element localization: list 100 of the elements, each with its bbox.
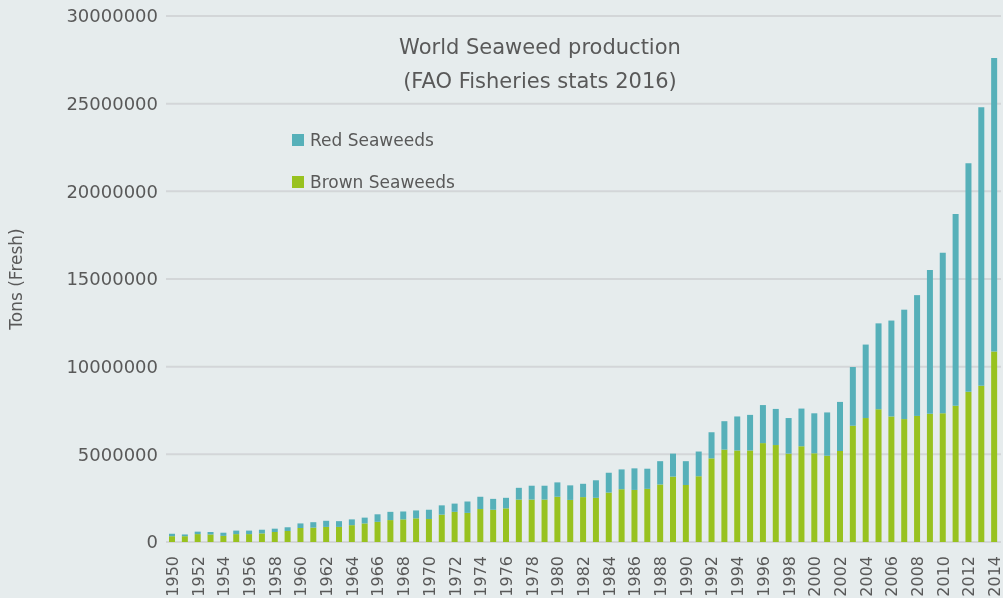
y-tick-label: 30000000: [66, 5, 158, 27]
bar: [310, 527, 317, 542]
bar: [875, 409, 882, 542]
bar: [631, 468, 638, 490]
bar: [336, 526, 342, 542]
bar: [939, 413, 946, 542]
bar: [477, 509, 484, 542]
bar: [670, 476, 676, 542]
bar: [849, 367, 856, 426]
bar: [721, 421, 728, 450]
x-tick-label: 2002: [830, 556, 850, 597]
bar: [747, 414, 754, 451]
bar: [772, 408, 779, 446]
bar: [284, 530, 291, 542]
x-tick-label: 1962: [317, 556, 337, 597]
bar: [618, 469, 625, 490]
x-tick-label: 1996: [753, 556, 773, 597]
bar: [862, 344, 869, 419]
bar: [361, 523, 368, 542]
bar: [271, 532, 278, 542]
bar: [464, 501, 471, 513]
bar: [425, 519, 432, 542]
bar: [837, 401, 843, 451]
bar: [657, 461, 664, 485]
x-tick-label: 1964: [342, 556, 362, 597]
x-tick-label: 2006: [882, 556, 902, 597]
bar: [181, 536, 188, 542]
x-tick-label: 1988: [651, 556, 671, 597]
bar: [695, 451, 702, 477]
bar: [849, 425, 856, 542]
bar: [233, 534, 240, 542]
bar: [297, 523, 304, 528]
bar: [374, 514, 381, 522]
bar: [348, 525, 355, 542]
bar: [194, 534, 201, 542]
bar: [528, 485, 535, 500]
bar: [644, 468, 651, 489]
bar: [759, 405, 766, 444]
bar: [952, 405, 959, 542]
x-tick-label: 1986: [625, 556, 645, 597]
y-axis-title: Tons (Fresh): [6, 228, 27, 331]
x-tick-label: 1994: [728, 556, 748, 597]
bar: [323, 526, 330, 542]
x-tick-label: 1978: [522, 556, 542, 597]
bar: [554, 482, 561, 497]
x-tick-label: 1958: [265, 556, 285, 597]
x-tick-label: 2004: [856, 556, 876, 597]
x-tick-label: 1966: [368, 556, 388, 597]
x-tick-label: 2014: [985, 556, 1003, 597]
bar: [580, 497, 587, 542]
x-tick-label: 1976: [496, 556, 516, 597]
bar: [323, 520, 330, 527]
bar: [541, 499, 548, 542]
x-tick-label: 1970: [419, 556, 439, 597]
bar: [734, 450, 741, 542]
bar: [387, 520, 394, 542]
bar: [554, 496, 561, 542]
x-tick-label: 1960: [291, 556, 311, 597]
bar: [580, 483, 587, 498]
bar: [425, 509, 432, 520]
bar: [785, 418, 792, 454]
bar: [811, 453, 818, 542]
bar: [374, 521, 381, 542]
bar: [438, 505, 445, 515]
bar: [490, 498, 497, 510]
bar: [246, 534, 253, 542]
bar: [464, 512, 471, 542]
bar: [926, 270, 933, 414]
x-tick-label: 1952: [188, 556, 208, 597]
bar: [271, 528, 278, 533]
x-tick-label: 2000: [805, 556, 825, 597]
bar: [284, 527, 291, 531]
bar: [618, 489, 625, 542]
bar: [169, 536, 175, 542]
bar: [567, 499, 574, 542]
bar: [888, 416, 895, 542]
bar: [772, 445, 779, 542]
bar: [220, 532, 227, 536]
x-tick-label: 1990: [676, 556, 696, 597]
y-tick-label: 10000000: [66, 356, 158, 378]
bar: [811, 413, 818, 454]
x-tick-label: 1998: [779, 556, 799, 597]
bar: [682, 485, 689, 542]
bar: [490, 509, 497, 542]
x-tick-label: 1950: [162, 556, 182, 597]
bar: [605, 472, 612, 493]
bar: [515, 499, 522, 542]
bar: [875, 323, 882, 410]
bar: [888, 320, 895, 417]
bar: [991, 58, 998, 352]
bar: [605, 492, 612, 542]
bar: [914, 295, 921, 416]
bar: [451, 511, 458, 542]
bar: [939, 252, 946, 414]
legend-label: Red Seaweeds: [310, 130, 434, 150]
bar: [541, 485, 548, 500]
bar: [348, 519, 355, 526]
y-tick-label: 25000000: [66, 93, 158, 115]
bar: [759, 443, 766, 542]
x-tick-label: 1968: [394, 556, 414, 597]
